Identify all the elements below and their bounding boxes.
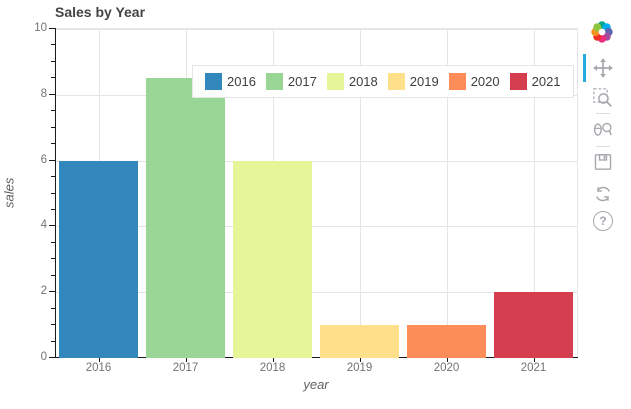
y-minor-tick (51, 324, 55, 326)
legend-item-2018: 2018 (326, 73, 378, 90)
y-minor-tick (51, 60, 55, 62)
reset-icon (596, 186, 610, 202)
y-gridline (55, 226, 577, 228)
y-minor-tick (51, 208, 55, 210)
pan-tool-button[interactable] (592, 57, 614, 79)
y-minor-tick (51, 258, 55, 260)
help-icon: ? (593, 211, 613, 231)
legend-swatch (205, 73, 222, 90)
y-minor-tick (51, 340, 55, 342)
y-tick-label: 6 (40, 153, 47, 166)
box-zoom-icon (593, 88, 612, 107)
y-major-tick (49, 291, 55, 293)
legend-swatch (265, 73, 283, 90)
y-tick-label: 8 (40, 87, 47, 100)
y-major-tick (49, 357, 55, 358)
y-major-tick (49, 93, 55, 95)
y-minor-tick (51, 241, 55, 243)
pan-icon (593, 58, 613, 78)
y-axis-label: sales (1, 177, 17, 209)
y-minor-tick (51, 274, 55, 276)
legend: 2016 2017 2018 2019 2020 2021 (192, 65, 574, 98)
toolbar-separator (596, 146, 610, 147)
save-icon (594, 154, 612, 170)
y-minor-tick (51, 192, 55, 194)
x-gridline (446, 29, 448, 358)
legend-item-2021: 2021 (509, 73, 561, 90)
y-gridline (55, 29, 577, 30)
x-gridline (359, 29, 361, 358)
y-major-tick (49, 159, 55, 161)
y-tick-label: 4 (40, 219, 47, 232)
y-minor-tick (51, 143, 55, 145)
y-minor-tick (51, 110, 55, 112)
bar-2019 (320, 325, 399, 358)
y-tick-label: 10 (34, 22, 47, 34)
y-major-tick (49, 28, 55, 29)
wheel-zoom-icon (593, 122, 612, 136)
legend-swatch (448, 73, 466, 90)
y-minor-tick (51, 44, 55, 46)
legend-label: 2019 (409, 74, 439, 89)
bokeh-logo-icon[interactable] (590, 20, 614, 44)
y-minor-tick (51, 126, 55, 128)
bar-2016 (59, 160, 138, 358)
legend-label: 2017 (287, 74, 317, 89)
legend-item-2019: 2019 (387, 73, 439, 90)
bar-2018 (233, 160, 312, 358)
y-major-tick (49, 225, 55, 227)
active-tool-indicator (583, 54, 586, 82)
legend-label: 2021 (531, 74, 561, 89)
y-axis-line (55, 28, 56, 358)
box-zoom-tool-button[interactable] (592, 87, 614, 109)
x-tick-label: 2018 (259, 362, 286, 374)
legend-swatch (387, 73, 405, 90)
legend-item-2017: 2017 (265, 73, 317, 90)
legend-item-2016: 2016 (205, 73, 256, 90)
x-tick-label: 2019 (346, 362, 373, 374)
reset-tool-button[interactable] (592, 183, 614, 205)
legend-label: 2018 (348, 74, 378, 89)
wheel-zoom-tool-button[interactable] (592, 119, 614, 141)
y-minor-tick (51, 77, 55, 79)
x-axis-line (55, 357, 578, 358)
legend-item-2020: 2020 (448, 73, 500, 90)
y-tick-label: 0 (40, 351, 47, 363)
legend-swatch (509, 73, 527, 90)
x-tick-label: 2020 (433, 362, 460, 374)
bar-2017 (146, 78, 225, 358)
plot-canvas[interactable]: 2016 2017 2018 2019 2020 2021 (55, 28, 578, 358)
x-tick-label: 2016 (85, 362, 112, 374)
bar-2021 (494, 292, 573, 358)
save-tool-button[interactable] (592, 151, 614, 173)
y-minor-tick (51, 176, 55, 178)
x-axis-label: year (303, 377, 329, 392)
legend-swatch (326, 73, 344, 90)
y-tick-label: 2 (40, 285, 47, 298)
y-gridline (55, 160, 577, 162)
y-minor-tick (51, 307, 55, 309)
legend-label: 2020 (470, 74, 500, 89)
chart-title: Sales by Year (55, 4, 146, 20)
x-tick-label: 2017 (172, 362, 199, 374)
x-gridline (533, 29, 535, 358)
x-tick-label: 2021 (520, 362, 547, 374)
bar-2020 (407, 325, 486, 358)
legend-label: 2016 (227, 74, 256, 89)
help-tool-button[interactable]: ? (592, 210, 614, 232)
y-gridline (55, 292, 577, 294)
toolbar-separator (596, 113, 610, 114)
